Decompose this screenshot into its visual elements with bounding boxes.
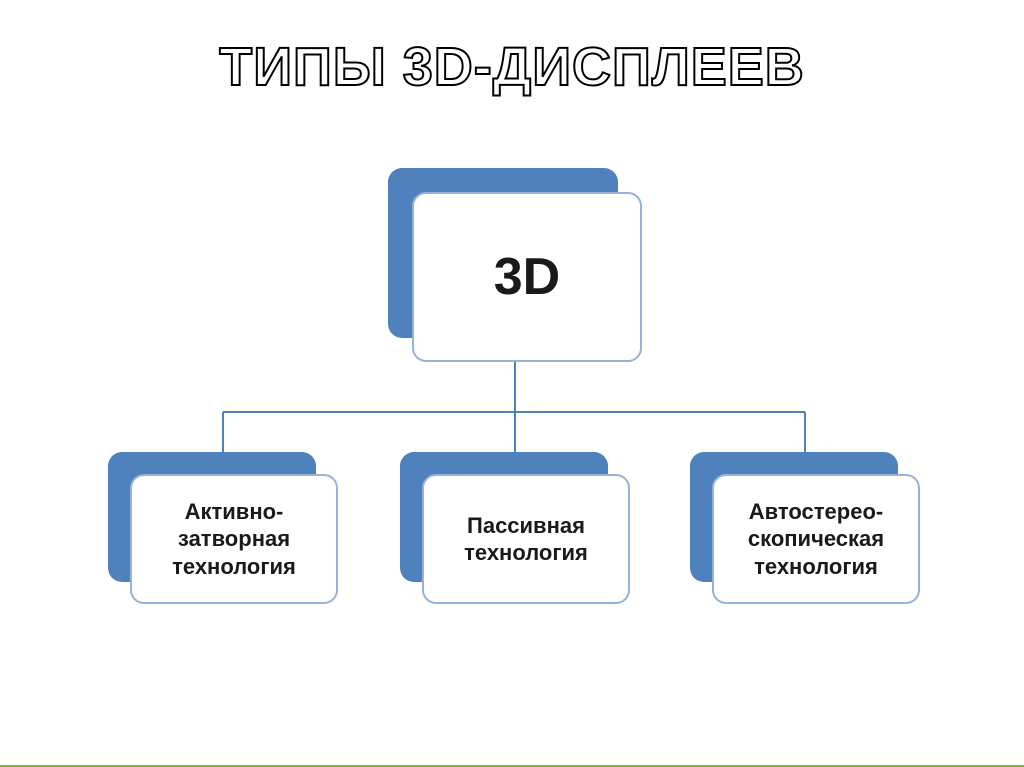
child-node-label: Автостерео- скопическая технология (748, 498, 884, 581)
child-node-label: Активно- затворная технология (172, 498, 296, 581)
child-node-front: Пассивная технология (422, 474, 630, 604)
root-node-label: 3D (494, 245, 560, 310)
child-node: Пассивная технология (400, 452, 630, 604)
child-node-front: Активно- затворная технология (130, 474, 338, 604)
child-node: Активно- затворная технология (108, 452, 338, 604)
child-node-label: Пассивная технология (464, 512, 588, 567)
child-node: Автостерео- скопическая технология (690, 452, 920, 604)
child-node-front: Автостерео- скопическая технология (712, 474, 920, 604)
root-node-front: 3D (412, 192, 642, 362)
root-node: 3D (388, 168, 642, 362)
org-chart-diagram: 3D Активно- затворная технология Пассивн… (0, 168, 1024, 608)
slide-title: ТИПЫ 3D-ДИСПЛЕЕВ (0, 36, 1024, 98)
